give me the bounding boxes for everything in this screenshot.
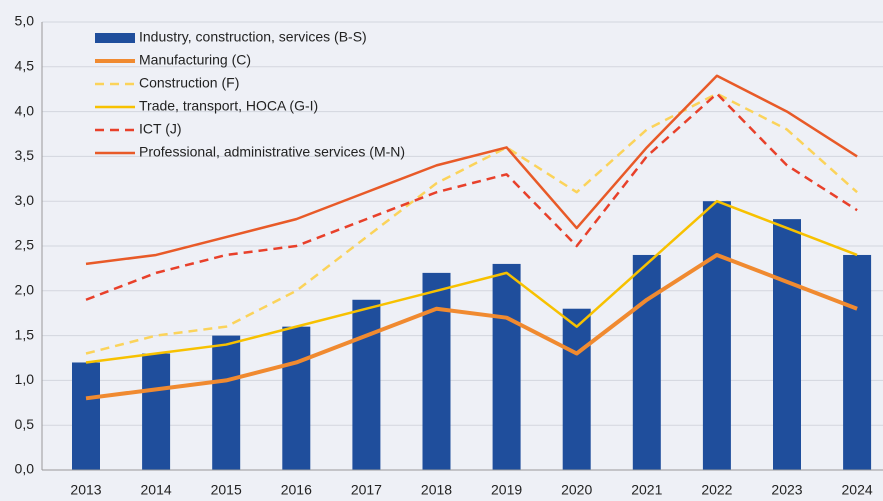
- bar: [773, 219, 801, 470]
- line-series: [85, 252, 858, 401]
- x-tick-label: 2015: [211, 482, 242, 498]
- y-tick-label: 1,0: [15, 371, 35, 387]
- legend-label: Manufacturing (C): [139, 52, 251, 68]
- bar: [422, 272, 451, 470]
- y-tick-label: 4,0: [15, 102, 35, 118]
- bar: [142, 353, 171, 470]
- bar: [843, 254, 872, 470]
- x-tick-label: 2014: [141, 482, 172, 498]
- y-tick-label: 0,0: [15, 461, 35, 477]
- y-tick-label: 3,5: [15, 147, 35, 163]
- x-tick-label: 2022: [701, 482, 732, 498]
- y-tick-label: 0,5: [15, 416, 35, 432]
- x-tick-label: 2013: [70, 482, 101, 498]
- bar: [282, 326, 311, 470]
- legend-label: Trade, transport, HOCA (G-I): [139, 98, 318, 114]
- line-series: [85, 74, 858, 266]
- x-tick-label: 2018: [421, 482, 452, 498]
- bar: [492, 263, 521, 470]
- legend-label: Industry, construction, services (B-S): [139, 29, 367, 45]
- bar: [562, 308, 591, 470]
- bar: [212, 335, 241, 470]
- legend-label: Professional, administrative services (M…: [139, 144, 405, 160]
- bar: [702, 201, 731, 470]
- x-tick-label: 2019: [491, 482, 522, 498]
- x-tick-label: 2024: [842, 482, 873, 498]
- y-tick-label: 2,0: [15, 282, 35, 298]
- y-tick-label: 1,5: [15, 326, 35, 342]
- x-tick-label: 2021: [631, 482, 662, 498]
- line-series: [85, 92, 858, 301]
- x-tick-label: 2023: [771, 482, 802, 498]
- legend: Industry, construction, services (B-S) Ma…: [95, 29, 405, 160]
- line-series: [85, 199, 858, 364]
- x-tick-label: 2017: [351, 482, 382, 498]
- y-tick-label: 3,0: [15, 192, 35, 208]
- x-tick-label: 2016: [281, 482, 312, 498]
- legend-swatch: [95, 33, 135, 43]
- line-series: [85, 92, 858, 355]
- legend-label: Construction (F): [139, 75, 239, 91]
- bar: [352, 299, 381, 470]
- y-tick-label: 5,0: [15, 13, 35, 29]
- y-tick-label: 4,5: [15, 58, 35, 74]
- y-tick-label: 2,5: [15, 237, 35, 253]
- legend-label: ICT (J): [139, 121, 182, 137]
- x-tick-label: 2020: [561, 482, 592, 498]
- bar: [72, 362, 100, 470]
- bar: [632, 254, 661, 470]
